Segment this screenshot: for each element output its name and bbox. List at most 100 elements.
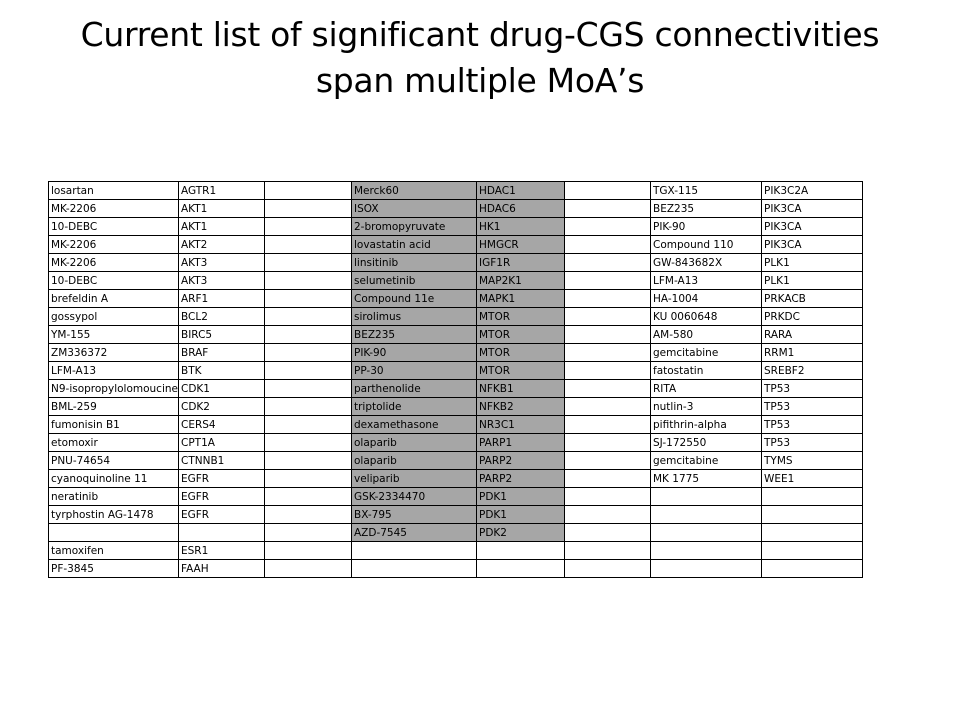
table-cell [264,379,352,398]
table-cell: CPT1A [178,433,265,452]
table-cell: CDK1 [178,379,265,398]
table-cell: AGTR1 [178,181,265,200]
table-cell: gemcitabine [650,343,762,362]
table-cell: PIK3CA [761,199,863,218]
table-cell [761,487,863,506]
table-cell: MK-2206 [48,235,179,254]
table-cell [48,523,179,542]
table-cell: MK-2206 [48,253,179,272]
table-cell: AKT1 [178,199,265,218]
table-cell [264,235,352,254]
table-cell [650,523,762,542]
table-cell [564,253,651,272]
table-cell: HDAC6 [476,199,565,218]
table-cell: gossypol [48,307,179,326]
table-cell: MTOR [476,307,565,326]
table-cell: PNU-74654 [48,451,179,470]
drug-cgs-table: losartan AGTR1 Merck60 HDAC1 TGX-115 PIK3C2A M… [48,181,863,578]
table-row: neratinib EGFR GSK-2334470 PDK1 [48,487,863,506]
table-cell [264,181,352,200]
table-cell: tyrphostin AG-1478 [48,505,179,524]
table-cell: ESR1 [178,541,265,560]
table-cell [564,415,651,434]
table-cell [264,361,352,380]
table-cell [264,217,352,236]
table-cell: Compound 110 [650,235,762,254]
table-row: 10-DEBC AKT3 selumetinib MAP2K1 LFM-A13 PLK1 [48,271,863,290]
table-cell: GSK-2334470 [351,487,477,506]
table-cell: MK-2206 [48,199,179,218]
table-cell [564,307,651,326]
table-cell: losartan [48,181,179,200]
table-cell: IGF1R [476,253,565,272]
table-cell: MAP2K1 [476,271,565,290]
table-cell [264,199,352,218]
table-cell: CTNNB1 [178,451,265,470]
table-cell: sirolimus [351,307,477,326]
table-cell [564,181,651,200]
table-cell [264,451,352,470]
table-cell [351,541,477,560]
table-cell [564,271,651,290]
table-cell: MTOR [476,343,565,362]
table-cell: YM-155 [48,325,179,344]
table-row: PNU-74654 CTNNB1 olaparib PARP2 gemcitabine T… [48,451,863,470]
table-cell [264,289,352,308]
table-cell: MK 1775 [650,469,762,488]
table-cell [476,559,565,578]
table-cell [761,559,863,578]
table-cell: WEE1 [761,469,863,488]
table-cell: AZD-7545 [351,523,477,542]
table-cell: PIK-90 [650,217,762,236]
table-row: 10-DEBC AKT1 2-bromopyruvate HK1 PIK-90 PIK3C… [48,217,863,236]
table-cell: PRKDC [761,307,863,326]
table-cell [564,523,651,542]
table-cell [564,289,651,308]
table-row: cyanoquinoline 11 EGFR veliparib PARP2 MK 17… [48,469,863,488]
table-cell [564,199,651,218]
table-cell: PARP1 [476,433,565,452]
table-cell: HA-1004 [650,289,762,308]
table-row: losartan AGTR1 Merck60 HDAC1 TGX-115 PIK3C2A [48,181,863,200]
table-cell: EGFR [178,469,265,488]
table-cell [564,343,651,362]
table-row: MK-2206 AKT2 lovastatin acid HMGCR Compound … [48,235,863,254]
table-cell: ISOX [351,199,477,218]
table-cell [264,469,352,488]
table-cell: gemcitabine [650,451,762,470]
table-cell: N9-isopropylolomoucine [48,379,179,398]
table-cell: TYMS [761,451,863,470]
table-cell [564,541,651,560]
table-cell: PARP2 [476,451,565,470]
table-cell: MAPK1 [476,289,565,308]
table-cell: TP53 [761,379,863,398]
table-cell: linsitinib [351,253,477,272]
table-cell [761,523,863,542]
table-cell: PIK-90 [351,343,477,362]
table-cell: EGFR [178,487,265,506]
table-cell [264,397,352,416]
table-cell: HMGCR [476,235,565,254]
table-row: etomoxir CPT1A olaparib PARP1 SJ-172550 TP53 [48,433,863,452]
table-cell [264,253,352,272]
table-cell: RARA [761,325,863,344]
slide-title-line-2: span multiple MoA’s [315,61,645,100]
table-row: ZM336372 BRAF PIK-90 MTOR gemcitabine RRM1 [48,343,863,362]
table-cell: ZM336372 [48,343,179,362]
table-cell: BX-795 [351,505,477,524]
table-cell: AM-580 [650,325,762,344]
table-cell: SJ-172550 [650,433,762,452]
table-cell: BCL2 [178,307,265,326]
table-cell: veliparib [351,469,477,488]
table-cell [564,469,651,488]
table-row: tyrphostin AG-1478 EGFR BX-795 PDK1 [48,505,863,524]
table-cell [351,559,477,578]
table-cell: lovastatin acid [351,235,477,254]
table-cell [476,541,565,560]
table-cell: BTK [178,361,265,380]
table-cell: fumonisin B1 [48,415,179,434]
table-cell [650,559,762,578]
table-cell: NFKB1 [476,379,565,398]
table-cell: LFM-A13 [48,361,179,380]
table-cell: PP-30 [351,361,477,380]
